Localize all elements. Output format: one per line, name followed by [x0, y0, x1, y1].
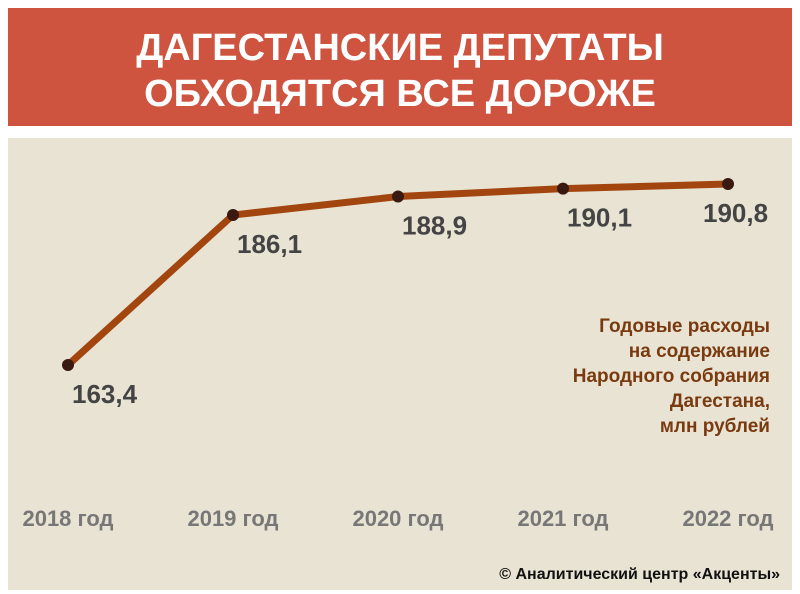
value-label: 188,9 [402, 210, 467, 240]
annotation-line: Народного собрания [573, 366, 770, 387]
point [227, 209, 239, 222]
point [392, 190, 404, 203]
chart-background [8, 138, 792, 590]
annotation-line: Дагестана, [670, 391, 770, 412]
source: © Аналитический центр «Акценты» [499, 566, 780, 583]
annotation-line: млн рублей [660, 416, 770, 437]
title-line: ОБХОДЯТСЯ ВСЕ ДОРОЖЕ [144, 73, 656, 115]
x-tick-label: 2021 год [517, 506, 608, 531]
x-tick-label: 2019 год [187, 506, 278, 531]
annotation-line: Годовые расходы [599, 316, 770, 337]
x-tick-label: 2018 год [22, 506, 113, 531]
annotation-line: на содержание [629, 341, 770, 362]
point [722, 178, 734, 190]
point [62, 359, 74, 371]
title-band [8, 8, 792, 126]
value-label: 190,8 [703, 198, 768, 228]
x-tick-label: 2020 год [352, 506, 443, 531]
title-line: ДАГЕСТАНСКИЕ ДЕПУТАТЫ [136, 27, 664, 69]
value-label: 163,4 [72, 379, 138, 409]
value-label: 190,1 [567, 202, 632, 232]
value-label: 186,1 [237, 229, 302, 259]
point [557, 182, 569, 195]
x-tick-label: 2022 год [682, 506, 773, 531]
